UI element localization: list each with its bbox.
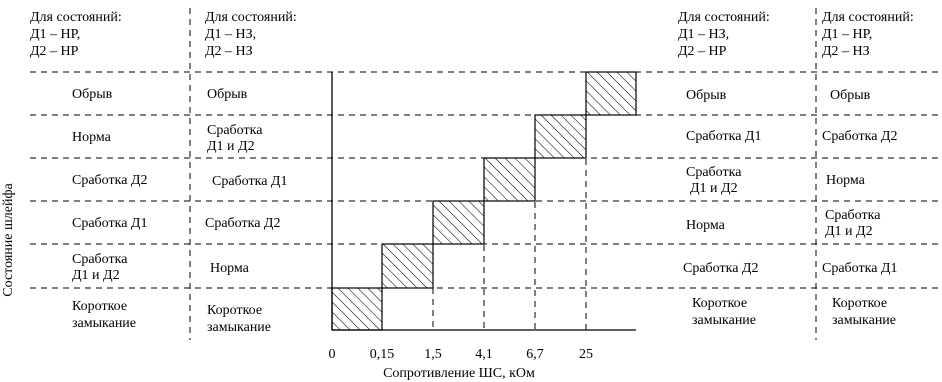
block-2: [381, 243, 434, 289]
col1-row2: Норма: [72, 130, 112, 145]
block-4: [483, 157, 536, 202]
y-axis-title: Состояние шлейфа: [1, 182, 16, 296]
block-5: [534, 114, 587, 159]
col3-row5: Сработка Д2: [683, 261, 758, 276]
col4-row3: Норма: [826, 173, 866, 188]
col3-row6: Короткое замыкание: [692, 296, 756, 328]
col3-row2: Сработка Д1: [686, 129, 761, 144]
tick-label-4-1: 4,1: [475, 347, 493, 362]
tick-label-1-5: 1,5: [424, 347, 442, 362]
col3-row4: Норма: [686, 218, 726, 233]
col1-row5: Сработка Д1 и Д2: [72, 252, 131, 283]
tick-label-0: 0: [329, 347, 336, 362]
col4-row5: Сработка Д1: [822, 261, 897, 276]
tick-label-25: 25: [579, 347, 593, 362]
col3-row3: Сработка Д1 и Д2: [686, 165, 745, 196]
col2-row5: Норма: [210, 261, 250, 276]
header-col-1: Для состояний: Д1 – НР, Д2 – НР: [30, 10, 125, 59]
tick-label-0-15: 0,15: [370, 347, 395, 362]
col2-row6: Короткое замыкание: [207, 303, 271, 335]
col3-row1: Обрыв: [686, 88, 727, 103]
col2-row1: Обрыв: [207, 87, 248, 102]
col4-row6: Короткое замыкание: [832, 296, 896, 328]
col4-row1: Обрыв: [830, 88, 871, 103]
col2-row2: Сработка Д1 и Д2: [207, 123, 266, 154]
col1-row4: Сработка Д1: [72, 216, 147, 231]
col1-row3: Сработка Д2: [72, 173, 147, 188]
col4-row4: Сработка Д1 и Д2: [825, 208, 884, 239]
col2-row3: Сработка Д1: [212, 174, 287, 189]
block-1: [331, 287, 383, 331]
block-6: [585, 71, 637, 116]
tick-label-6-7: 6,7: [526, 347, 544, 362]
header-col-2: Для состояний: Д1 – НЗ, Д2 – НЗ: [205, 10, 300, 59]
header-col-3: Для состояний: Д1 – НЗ, Д2 – НР: [678, 10, 773, 59]
x-axis-title: Сопротивление ШС, кОм: [383, 366, 535, 381]
block-3: [432, 200, 485, 245]
header-col-4: Для состояний: Д1 – НР, Д2 – НЗ: [822, 10, 917, 59]
col2-row4: Сработка Д2: [205, 216, 280, 231]
col1-row1: Обрыв: [72, 87, 113, 102]
col4-row2: Сработка Д2: [822, 129, 897, 144]
col1-row6: Короткое замыкание: [72, 299, 136, 331]
